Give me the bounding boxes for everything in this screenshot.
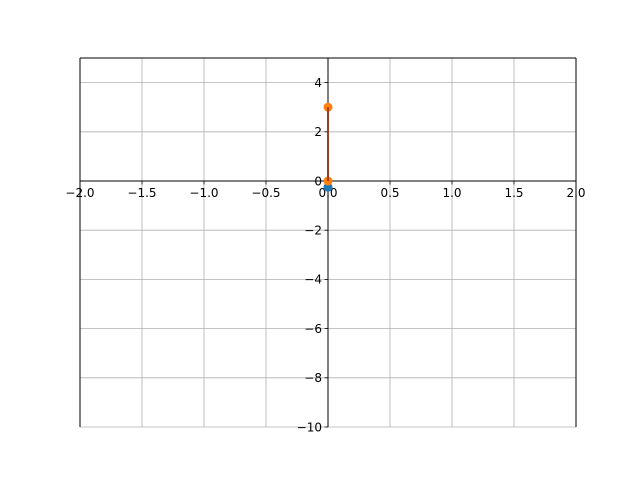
y-tick-label-0: −10 xyxy=(297,420,322,434)
x-tick-label-8: 2.0 xyxy=(566,186,585,200)
y-tick-label-3: −4 xyxy=(304,273,322,287)
y-tick-label-1: −8 xyxy=(304,371,322,385)
y-tick-label-7: 4 xyxy=(314,76,322,90)
y-tick-label-4: −2 xyxy=(304,224,322,238)
series-group xyxy=(323,102,333,192)
x-tick-label-3: −0.5 xyxy=(251,186,280,200)
y-tick-label-2: −6 xyxy=(304,322,322,336)
y-axis-ticks: −10 −8 −6 −4 −2 0 2 4 xyxy=(297,76,328,434)
x-axis-ticks: −2.0 −1.5 −1.0 −0.5 0.0 0.5 1.0 1.5 2.0 xyxy=(65,181,586,200)
x-tick-label-4: 0.0 xyxy=(318,186,337,200)
x-tick-label-6: 1.0 xyxy=(442,186,461,200)
x-tick-label-7: 1.5 xyxy=(504,186,523,200)
y-tick-label-5: 0 xyxy=(314,174,322,188)
x-tick-label-2: −1.0 xyxy=(189,186,218,200)
series-0-point-0 xyxy=(323,182,333,192)
y-tick-label-6: 2 xyxy=(314,125,322,139)
x-tick-label-1: −1.5 xyxy=(127,186,156,200)
x-tick-label-0: −2.0 xyxy=(65,186,94,200)
x-tick-label-5: 0.5 xyxy=(380,186,399,200)
